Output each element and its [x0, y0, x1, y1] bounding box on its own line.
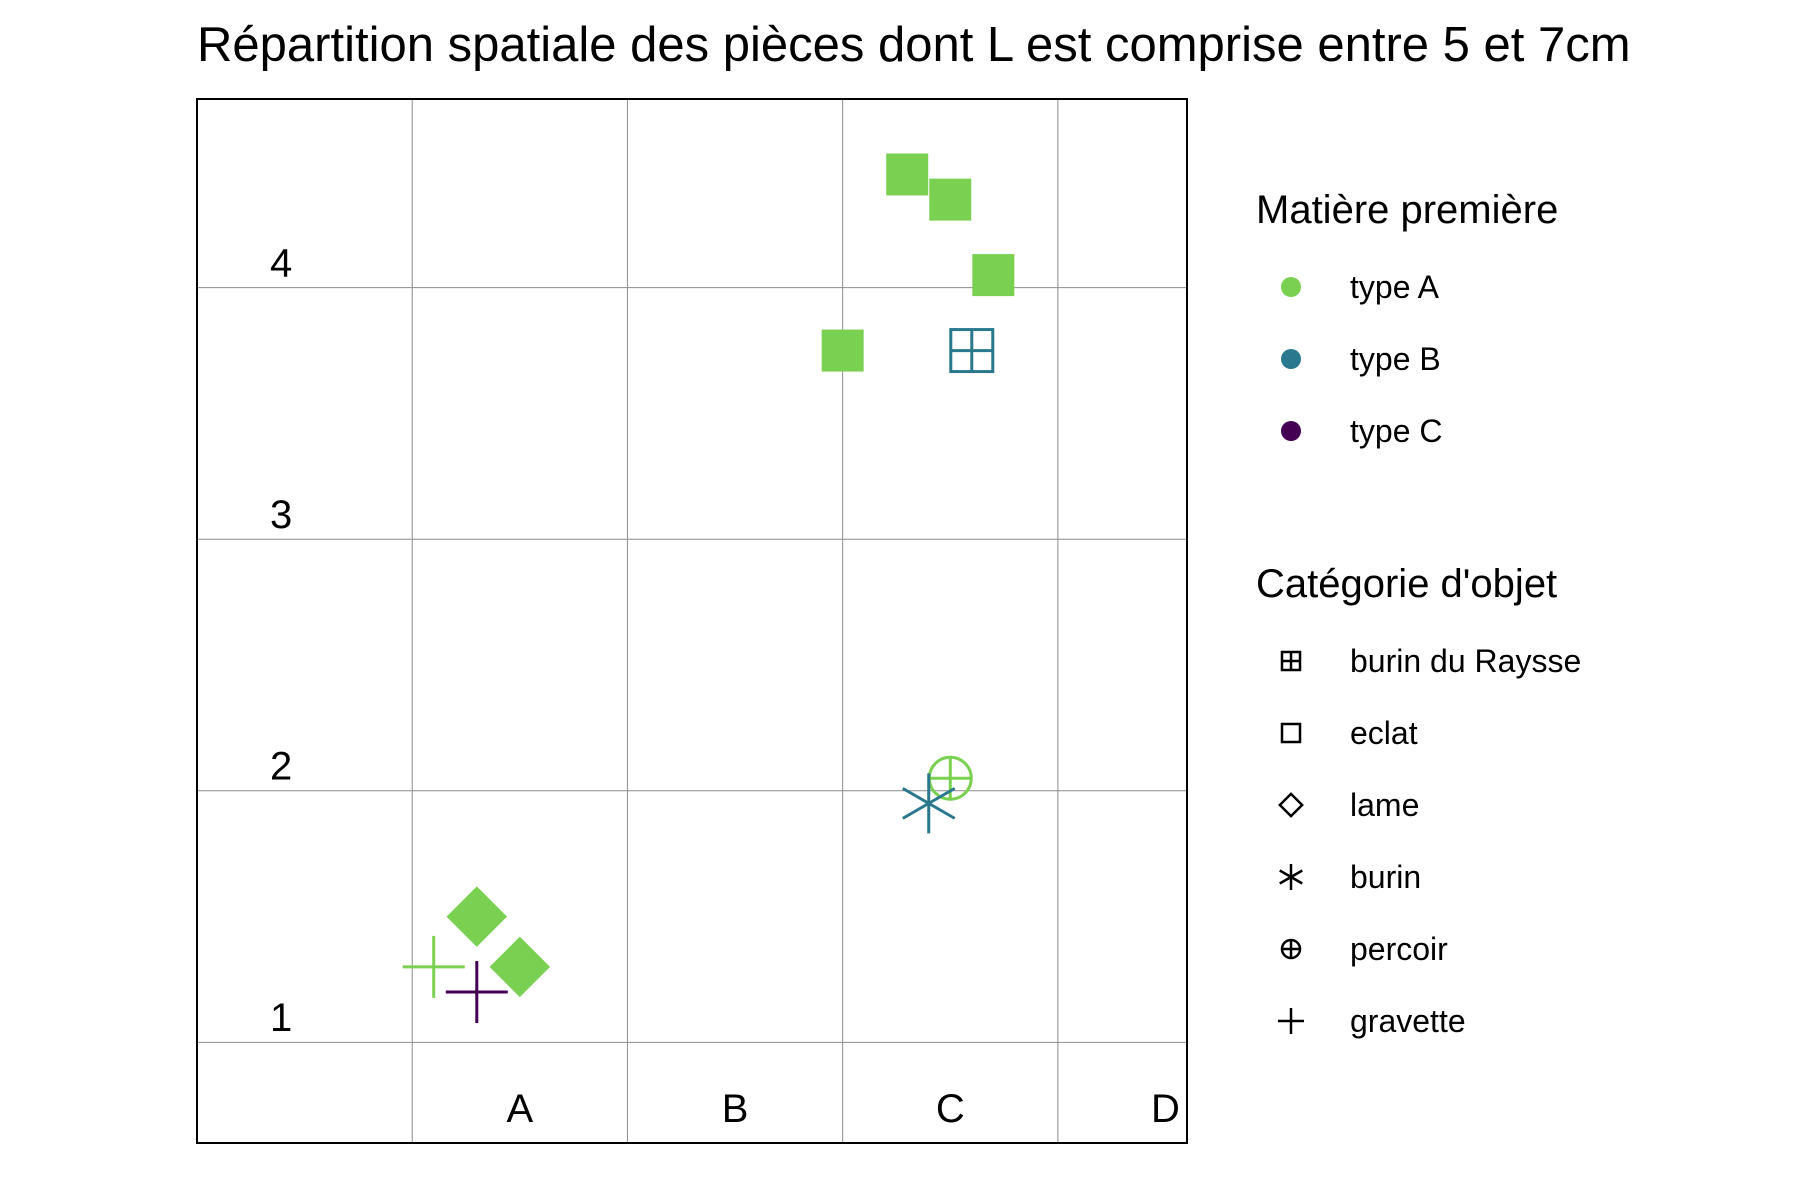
plot-border: [196, 98, 1188, 1144]
y-tick-label: 4: [270, 242, 292, 286]
legend-key-color: [1281, 349, 1301, 369]
data-point: [949, 328, 995, 374]
y-tick-label: 2: [270, 745, 292, 789]
legend-label-categorie: burin: [1350, 859, 1421, 895]
data-point: [902, 773, 956, 834]
legend-key-shape: [1280, 650, 1302, 672]
legend-key-shape: [1279, 864, 1303, 890]
legend-label-matiere: type C: [1350, 413, 1442, 449]
data-point: [445, 961, 508, 1024]
legend-key-shape: [1280, 722, 1302, 744]
data-point: [972, 254, 1015, 297]
legend-key-shape: [1278, 1008, 1304, 1034]
legend-label-categorie: eclat: [1350, 715, 1418, 751]
legend-categorie-title: Catégorie d'objet: [1256, 562, 1557, 606]
data-point: [927, 755, 973, 801]
data-point: [929, 178, 972, 221]
x-tick-label: B: [722, 1087, 749, 1131]
legend-categorie: Catégorie d'objet burin du Raysse eclat la…: [1256, 562, 1581, 1039]
x-axis-ticks: A B C D: [506, 1087, 1179, 1131]
y-tick-label: 1: [270, 996, 292, 1040]
data-point: [446, 886, 508, 947]
x-tick-label: C: [936, 1087, 965, 1131]
legend-key-shape: [1278, 792, 1304, 818]
x-tick-label: A: [506, 1087, 533, 1131]
legend-label-matiere: type B: [1350, 341, 1441, 377]
legend-label-categorie: percoir: [1350, 931, 1448, 967]
legend-key-shape: [1280, 938, 1302, 960]
legend-label-categorie: burin du Raysse: [1350, 643, 1581, 679]
legend-key-color: [1281, 421, 1301, 441]
data-point: [821, 329, 864, 372]
legend-matiere: Matière première type A type B type C: [1256, 188, 1558, 449]
legend-key-color: [1281, 277, 1301, 297]
legend-label-categorie: gravette: [1350, 1003, 1466, 1039]
x-tick-label: D: [1151, 1087, 1180, 1131]
y-axis-ticks: 1 2 3 4: [270, 242, 292, 1041]
data-points: [402, 153, 1015, 1024]
data-point: [489, 936, 551, 998]
plot-area: [196, 98, 1188, 1144]
chart-title: Répartition spatiale des pièces dont L e…: [197, 18, 1631, 72]
legend-matiere-title: Matière première: [1256, 188, 1558, 232]
y-tick-label: 3: [270, 493, 292, 537]
legend-label-categorie: lame: [1350, 787, 1419, 823]
data-point: [886, 153, 929, 196]
data-point: [402, 935, 465, 998]
legend-label-matiere: type A: [1350, 269, 1440, 305]
